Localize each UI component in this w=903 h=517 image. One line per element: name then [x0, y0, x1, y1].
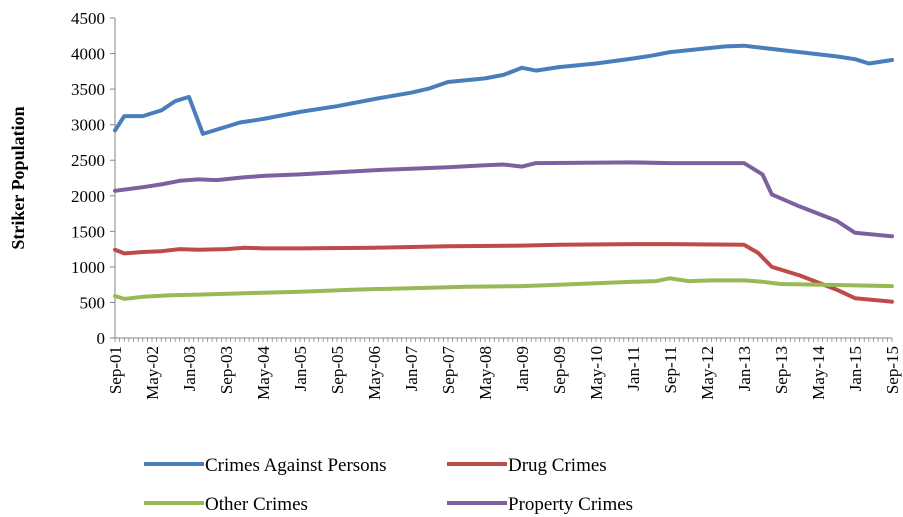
x-tick-label: Jan-07	[402, 346, 421, 392]
series-line-drug-crimes	[113, 242, 894, 304]
x-tick-label: Sep-15	[883, 346, 902, 394]
x-tick-label: May-08	[476, 346, 495, 400]
x-tick-label: Sep-05	[328, 346, 347, 394]
x-tick-label: Jan-11	[624, 346, 643, 391]
x-tick-label: May-04	[254, 346, 273, 400]
series-line-property-crimes	[113, 160, 894, 239]
x-tick-label: Sep-07	[439, 346, 458, 395]
y-tick-label: 3500	[71, 80, 105, 99]
y-axis-label: Striker Population	[8, 106, 28, 249]
legend-label-property-crimes: Property Crimes	[508, 494, 633, 515]
series-lines	[113, 43, 894, 304]
y-tick-label: 1500	[71, 222, 105, 241]
x-tick-label: Jan-09	[513, 346, 532, 391]
legend-label-drug-crimes: Drug Crimes	[508, 455, 607, 476]
y-tick-label: 3000	[71, 116, 105, 135]
series-line-crimes-against-persons	[113, 43, 894, 136]
legend: Crimes Against Persons Drug Crimes Other C…	[144, 455, 633, 515]
y-tick-label: 4000	[71, 45, 105, 64]
axes	[114, 18, 892, 339]
x-tick-label: May-02	[143, 346, 162, 400]
x-tick-label: Jan-15	[846, 346, 865, 391]
y-tick-label: 1000	[71, 258, 105, 277]
x-tick-label: May-14	[809, 346, 828, 400]
y-tick-label: 2000	[71, 187, 105, 206]
x-axis-ticks: Sep-01 May-02 Jan-03 Sep-03 May-04 Jan-05 Sep-…	[106, 338, 902, 400]
series-line-other-crimes	[113, 276, 894, 301]
x-tick-label: Sep-01	[106, 346, 125, 394]
x-tick-label: Jan-13	[735, 346, 754, 391]
x-tick-label: May-06	[365, 346, 384, 400]
x-tick-label: Sep-03	[217, 346, 236, 394]
x-tick-label: Sep-13	[772, 346, 791, 394]
y-tick-label: 2500	[71, 151, 105, 170]
x-tick-label: May-10	[587, 346, 606, 400]
x-tick-label: Sep-11	[661, 346, 680, 394]
legend-label-crimes-against-persons: Crimes Against Persons	[205, 455, 387, 476]
y-axis-ticks: 0 500 1000 1500 2000 2500 3000 3500 4000 4500	[71, 9, 115, 348]
legend-label-other-crimes: Other Crimes	[205, 494, 308, 515]
x-tick-label: Jan-03	[180, 346, 199, 391]
y-tick-label: 4500	[71, 9, 105, 28]
x-tick-label: Jan-05	[291, 346, 310, 391]
y-tick-label: 0	[97, 329, 106, 348]
x-tick-label: Sep-09	[550, 346, 569, 394]
y-tick-label: 500	[80, 293, 106, 312]
x-tick-label: May-12	[698, 346, 717, 400]
